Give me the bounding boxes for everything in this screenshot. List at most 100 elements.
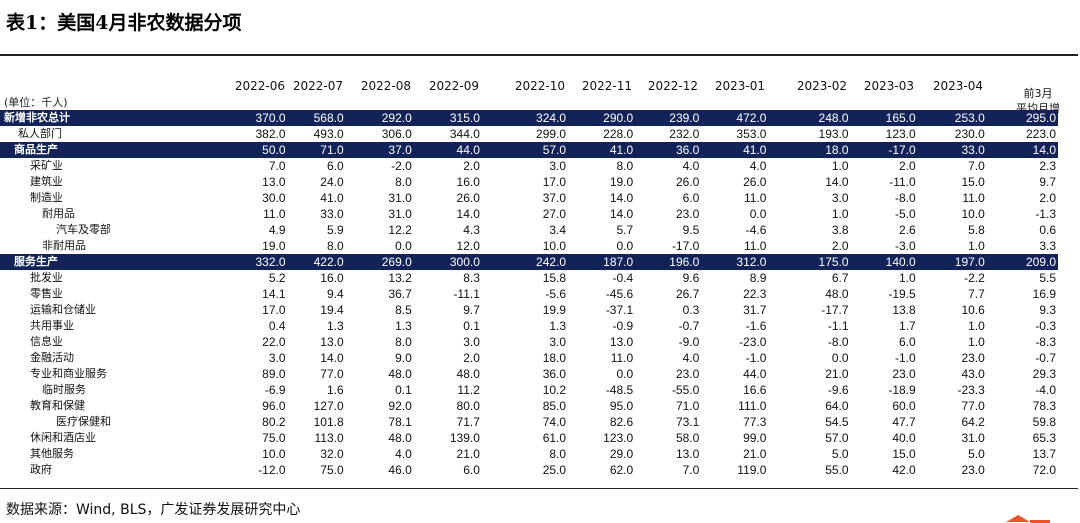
table-cell: -0.7	[678, 319, 700, 333]
row-label: 耐用品	[42, 207, 75, 220]
table-cell: 10.0	[542, 239, 567, 253]
table-row: 商品生产 50.0 71.0 37.0 44.0 57.0 41.0 36.0 41.0 18.0…	[0, 142, 1058, 158]
table-cell: 14.0	[986, 142, 1058, 158]
table-cell: 71.0	[287, 142, 346, 158]
table-cell: 33.0	[320, 207, 344, 221]
table-cell: 9.5	[682, 223, 700, 237]
table-cell: 344.0	[449, 127, 480, 141]
table-cell: -1.3	[1035, 207, 1056, 221]
row-label: 非耐用品	[42, 239, 86, 252]
table-cell: 0.4	[268, 319, 286, 333]
table-cell: 315.0	[413, 110, 482, 126]
table-cell: -4.0	[1035, 383, 1056, 397]
column-header-2022-11: 2022-11	[581, 79, 632, 93]
table-cell: 2.0	[1039, 191, 1056, 205]
table-cell: 8.9	[749, 271, 767, 285]
table-cell: 2.0	[831, 239, 849, 253]
table-cell: 232.0	[669, 127, 700, 141]
table-row: 批发业 5.2 16.0 13.2 8.3 15.8 -0.4 9.6 8.9 6.7 1.0 -2.…	[0, 270, 1058, 286]
table-cell: 64.0	[825, 399, 849, 413]
table-cell: 2.0	[463, 159, 480, 173]
table-cell: 228.0	[603, 127, 634, 141]
table-row: 制造业 30.0 41.0 31.0 26.0 37.0 14.0 6.0 11.0 3.0 -8.…	[0, 190, 1058, 206]
table-cell: 242.0	[481, 254, 569, 270]
table-cell: 0.0	[749, 207, 767, 221]
table-cell: 82.6	[609, 415, 634, 429]
table-cell: -11.1	[453, 287, 480, 301]
table-cell: 41.0	[320, 191, 344, 205]
table-cell: 31.0	[388, 191, 412, 205]
table-cell: 5.2	[268, 271, 286, 285]
table-cell: 292.0	[345, 110, 414, 126]
table-cell: 12.2	[388, 223, 412, 237]
table-cell: 75.0	[262, 431, 286, 445]
table-cell: 7.0	[968, 159, 985, 173]
table-cell: 5.0	[968, 447, 985, 461]
table-cell: 3.4	[549, 223, 567, 237]
row-label: 建筑业	[30, 175, 63, 188]
table-cell: 23.0	[892, 367, 916, 381]
table-cell: 71.0	[675, 399, 700, 413]
table-cell: 1.0	[831, 207, 849, 221]
table-cell: 16.6	[743, 383, 767, 397]
table-title: 表1：美国4月非农数据分项	[6, 12, 242, 34]
table-row: 服务生产 332.0 422.0 269.0 300.0 242.0 187.0 196.0 3…	[0, 254, 1058, 270]
table-cell: -18.9	[888, 383, 916, 397]
table-cell: 42.0	[892, 463, 916, 477]
row-label: 制造业	[30, 191, 63, 204]
column-header-2022-10: 2022-10	[514, 79, 565, 93]
table-cell: 7.7	[968, 287, 985, 301]
table-cell: 140.0	[850, 254, 918, 270]
table-cell: 80.2	[262, 415, 286, 429]
table-cell: 239.0	[635, 110, 702, 126]
source-note: 数据来源：Wind, BLS，广发证券发展研究中心	[6, 502, 301, 518]
column-header-2023-04: 2023-04	[932, 79, 983, 93]
table-cell: 41.0	[701, 142, 769, 158]
table-cell: 2.0	[463, 351, 480, 365]
table-cell: 4.0	[395, 447, 412, 461]
table-cell: 111.0	[738, 399, 767, 413]
table-cell: 74.0	[542, 415, 567, 429]
table-cell: 6.0	[326, 159, 344, 173]
table-cell: 290.0	[568, 110, 636, 126]
table-cell: -48.5	[605, 383, 634, 397]
table-cell: 29.3	[1032, 367, 1056, 381]
table-cell: 0.3	[682, 303, 700, 317]
table-cell: 2.6	[899, 223, 916, 237]
table-cell: 13.7	[1032, 447, 1056, 461]
row-label: 批发业	[30, 271, 63, 284]
publisher-logo-mark	[1006, 515, 1050, 523]
row-label: 商品生产	[0, 142, 111, 158]
table-cell: 13.8	[892, 303, 916, 317]
table-cell: 0.6	[1039, 223, 1056, 237]
table-cell: 23.0	[675, 207, 700, 221]
row-label: 零售业	[30, 287, 63, 300]
table-cell: 57.0	[481, 142, 569, 158]
table-cell: 9.4	[326, 287, 344, 301]
table-cell: -4.6	[745, 223, 767, 237]
table-cell: 31.0	[961, 431, 985, 445]
table-cell: -3.0	[895, 239, 916, 253]
table-cell: 139.0	[449, 431, 480, 445]
table-cell: 8.0	[326, 239, 344, 253]
table-cell: 113.0	[314, 431, 344, 445]
table-cell: -17.0	[850, 142, 918, 158]
table-cell: -12.0	[258, 463, 286, 477]
avg-column-header-line1: 前3月	[1023, 87, 1053, 100]
table-cell: 92.0	[388, 399, 412, 413]
table-cell: 3.0	[549, 335, 567, 349]
table-cell: 27.0	[542, 207, 567, 221]
table-cell: 1.6	[326, 383, 344, 397]
table-cell: 23.0	[961, 351, 985, 365]
table-cell: 55.0	[825, 463, 849, 477]
row-label: 采矿业	[30, 159, 63, 172]
table-row: 休闲和酒店业 75.0 113.0 48.0 139.0 61.0 123.0 58.0 99.…	[0, 430, 1058, 446]
table-cell: 26.7	[675, 287, 700, 301]
table-cell: 11.0	[743, 239, 767, 253]
row-label: 共用事业	[30, 319, 74, 332]
row-label: 政府	[30, 463, 52, 476]
table-row: 共用事业 0.4 1.3 1.3 0.1 1.3 -0.9 -0.7 -1.6 -1.1 1.7 1.…	[0, 318, 1058, 334]
table-cell: -0.7	[1035, 351, 1056, 365]
nonfarm-table: 新增非农总计 370.0 568.0 292.0 315.0 324.0 290.0 239.…	[0, 110, 1058, 478]
table-cell: 209.0	[986, 254, 1058, 270]
